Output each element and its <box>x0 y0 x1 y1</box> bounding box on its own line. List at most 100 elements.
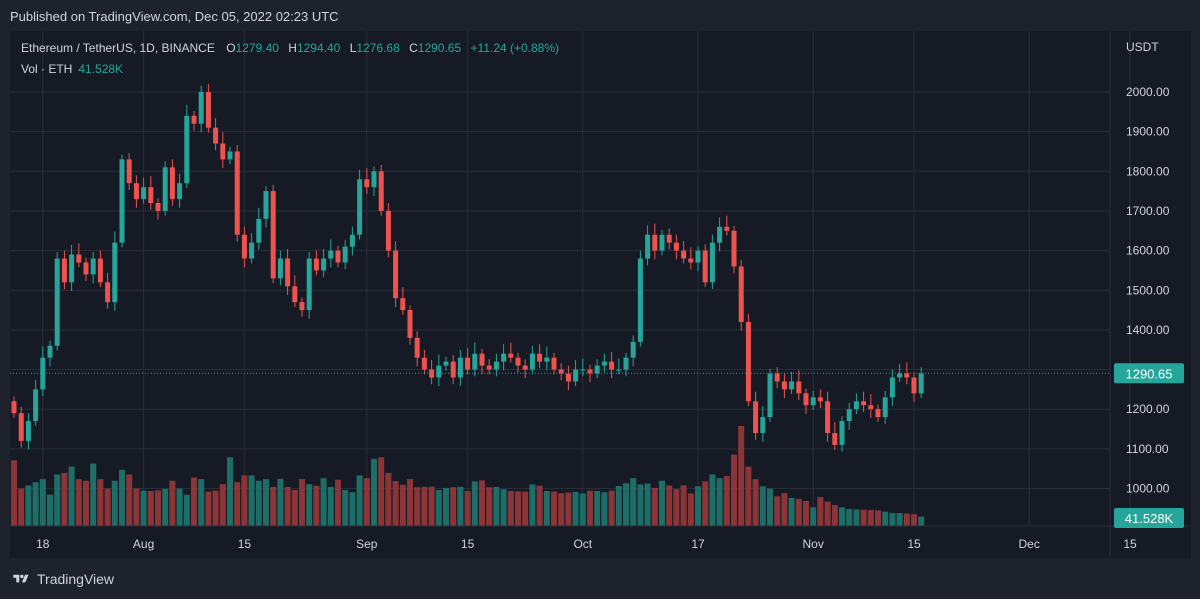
candle <box>825 391 831 442</box>
candle <box>897 363 903 383</box>
candle-body <box>220 143 226 160</box>
candle <box>688 247 694 270</box>
candle <box>724 215 730 236</box>
volume-bar <box>745 466 752 526</box>
volume-bar <box>140 490 147 526</box>
candle-body <box>853 401 859 410</box>
candle <box>47 341 53 367</box>
candle <box>803 388 809 414</box>
candle-body <box>889 377 895 398</box>
volume-value: 41.528K <box>78 62 124 76</box>
candle-body <box>724 226 730 231</box>
candle-body <box>33 389 39 422</box>
candle-body <box>256 218 262 243</box>
candle <box>342 240 348 270</box>
candle-body <box>551 357 557 370</box>
candle <box>904 362 910 385</box>
y-tick-label: 1700.00 <box>1126 204 1170 218</box>
candle-body <box>285 258 291 287</box>
high-label: H <box>288 41 297 55</box>
candle-body <box>407 310 413 338</box>
candle <box>616 358 622 375</box>
candle-body <box>321 258 327 271</box>
candle <box>349 226 355 256</box>
close-label: C <box>409 41 418 55</box>
volume-bar <box>853 509 860 526</box>
candle <box>515 352 521 373</box>
candle-body <box>249 242 255 259</box>
y-tick-label: 1100.00 <box>1126 442 1169 456</box>
candle-body <box>443 361 449 366</box>
candle-body <box>47 345 53 358</box>
candle-body <box>609 361 615 370</box>
candle-body <box>126 159 132 184</box>
candle-body <box>832 432 838 445</box>
volume-bar <box>104 488 111 526</box>
candle-body <box>594 365 600 374</box>
change-value: +11.24 (+0.88%) <box>470 41 560 55</box>
candle <box>241 226 247 268</box>
volume-bar <box>774 496 781 526</box>
low-label: L <box>349 41 357 55</box>
volume-bar <box>342 490 349 526</box>
candle <box>205 84 211 133</box>
candle <box>522 359 528 379</box>
candle <box>148 176 154 210</box>
volume-bar <box>83 480 89 526</box>
volume-bar <box>803 501 809 526</box>
volume-bar <box>680 485 687 526</box>
volume-tag <box>1114 508 1184 528</box>
volume-bar <box>133 488 140 526</box>
x-tick-label: 15 <box>238 537 252 551</box>
candle <box>371 166 377 196</box>
volume-bar <box>608 490 615 526</box>
candle-body <box>637 258 643 342</box>
candle-body <box>709 242 715 283</box>
candle-body <box>83 262 89 275</box>
y-tick-label: 1900.00 <box>1126 125 1170 139</box>
volume-bar <box>637 484 644 526</box>
volume-bar <box>767 488 773 526</box>
volume-bar <box>543 491 550 526</box>
candle-body <box>659 234 665 251</box>
volume-bar <box>918 516 925 526</box>
candle <box>695 245 701 272</box>
candle-body <box>493 361 499 370</box>
symbol-title[interactable]: Ethereum / TetherUS, 1D, BINANCE <box>21 41 215 55</box>
candle-body <box>205 92 211 128</box>
candle-body <box>767 373 773 418</box>
candle <box>767 368 773 422</box>
volume-bar <box>54 474 61 526</box>
open-label: O <box>226 41 236 55</box>
candle-body <box>61 258 67 283</box>
candle <box>321 249 327 278</box>
candle-body <box>565 373 571 382</box>
volume-bar <box>817 496 824 526</box>
candle-body <box>911 377 917 394</box>
volume-tag-label: 41.528K <box>1125 511 1174 526</box>
volume-bar <box>291 490 298 526</box>
candle <box>385 203 391 258</box>
x-tick-label: 15 <box>461 537 475 551</box>
volume-bar <box>169 480 176 526</box>
volume-bar <box>896 513 903 526</box>
volume-bar <box>277 478 284 526</box>
candle <box>558 363 564 381</box>
y-tick-label: 1600.00 <box>1126 244 1170 258</box>
candle-body <box>191 115 197 124</box>
candle <box>299 297 305 317</box>
candle-body <box>198 92 204 124</box>
candle-body <box>652 234 658 251</box>
volume-bar <box>407 479 413 526</box>
candle-body <box>393 250 399 299</box>
candle-body <box>522 365 528 370</box>
candle <box>796 370 802 401</box>
candle-body <box>141 187 147 200</box>
volume-bar <box>248 475 255 526</box>
volume-bar <box>241 475 248 526</box>
candle <box>119 154 125 248</box>
candle-body <box>789 381 795 390</box>
candle <box>227 146 233 165</box>
volume-bar <box>788 497 795 526</box>
